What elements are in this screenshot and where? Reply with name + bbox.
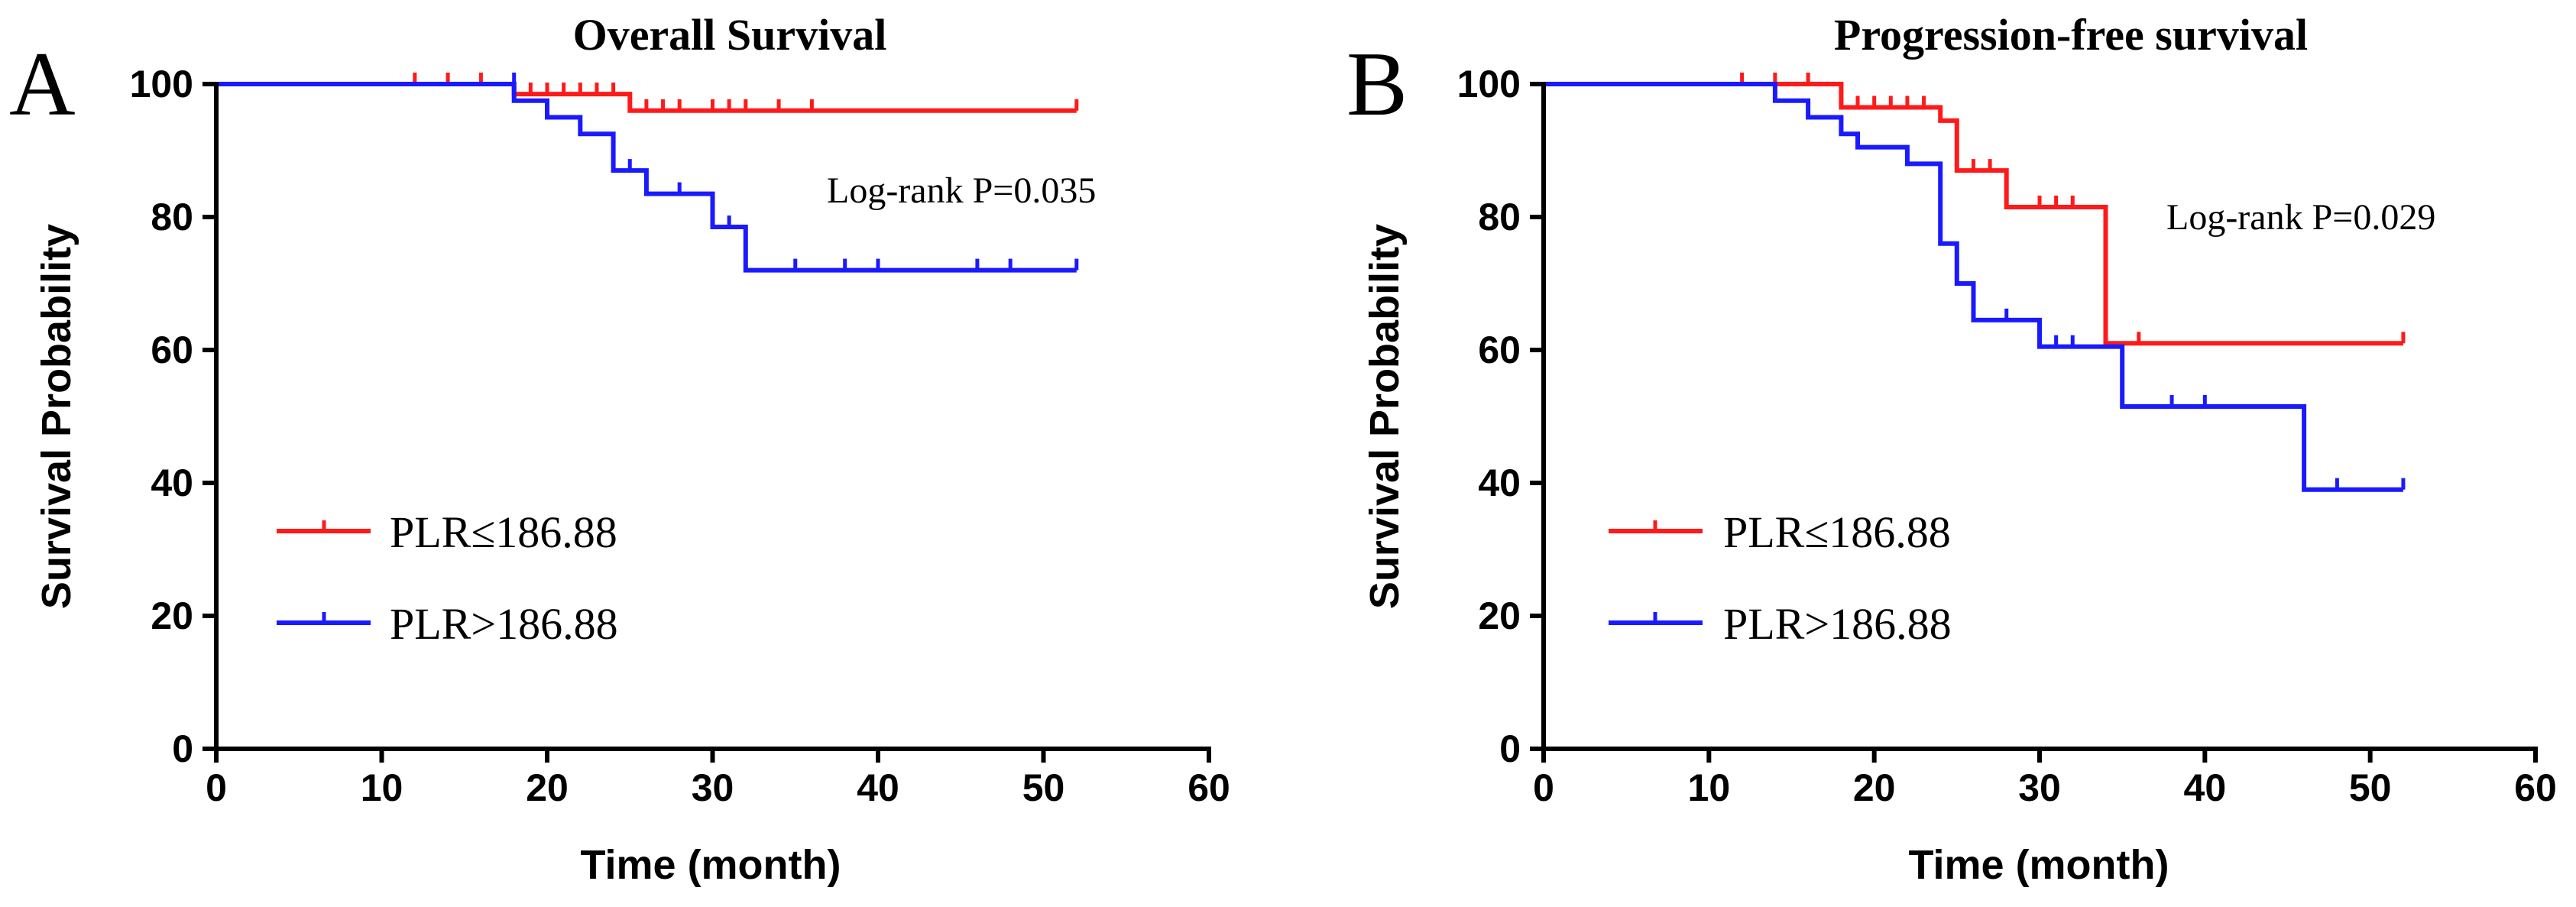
panel-a-axes: 0 10 20 30 40 50 60 0 20 40 60 80 100 (130, 63, 1230, 809)
panel-b-title: Progression-free survival (1834, 10, 2308, 60)
panel-b-logrank-annotation: Log-rank P=0.029 (2166, 197, 2435, 238)
y-tick-label: 20 (1478, 594, 1521, 637)
panel-a-logrank-annotation: Log-rank P=0.035 (827, 170, 1096, 211)
x-tick-label: 20 (1853, 766, 1896, 809)
panel-a-x-axis-title: Time (month) (581, 842, 841, 888)
x-tick-label: 0 (206, 766, 227, 809)
panel-b-plot-marks (1544, 73, 2406, 492)
y-tick-label: 60 (151, 329, 193, 371)
y-tick-label: 20 (151, 594, 193, 637)
x-tick-label: 10 (361, 766, 403, 809)
legend-label-plr-high: PLR>186.88 (1723, 599, 1952, 649)
x-tick-label: 50 (1022, 766, 1065, 809)
x-tick-label: 10 (1688, 766, 1731, 809)
legend-label-plr-low: PLR≤186.88 (390, 507, 617, 557)
panel-a-y-axis-title: Survival Probability (34, 224, 79, 609)
panel-b-legend: PLR≤186.88 PLR>186.88 (1609, 507, 1952, 649)
x-tick-label: 30 (692, 766, 734, 809)
y-tick-label: 100 (130, 63, 193, 105)
panel-a-title: Overall Survival (573, 10, 887, 60)
y-tick-label: 80 (1478, 196, 1521, 238)
y-tick-label: 80 (151, 196, 193, 238)
x-tick-label: 40 (857, 766, 899, 809)
panel-a-overall-survival: A Overall Survival 0 10 20 30 40 50 60 0 20 40 60 8… (9, 10, 1230, 888)
y-tick-label: 100 (1457, 63, 1521, 105)
x-tick-label: 60 (1188, 766, 1230, 809)
x-tick-label: 50 (2349, 766, 2392, 809)
panel-b-axes: 0 10 20 30 40 50 60 0 20 40 60 80 100 (1457, 63, 2557, 809)
x-tick-label: 0 (1533, 766, 1554, 809)
x-tick-label: 20 (526, 766, 569, 809)
y-tick-label: 0 (1499, 727, 1521, 770)
panel-a-plot-marks (216, 73, 1079, 273)
series-line-plr-low (1544, 82, 2403, 346)
x-tick-label: 40 (2184, 766, 2227, 809)
y-tick-label: 60 (1478, 329, 1521, 371)
x-tick-label: 30 (2018, 766, 2061, 809)
panel-b-progression-free-survival: B Progression-free survival 0 10 20 30 40 50 6… (1346, 10, 2557, 888)
x-tick-label: 60 (2514, 766, 2557, 809)
panel-b-x-axis-title: Time (month) (1909, 842, 2169, 888)
series-line-plr-high (1544, 82, 2403, 492)
y-tick-label: 0 (172, 727, 193, 770)
legend-label-plr-low: PLR≤186.88 (1723, 507, 1951, 557)
panel-b-y-axis-title: Survival Probability (1362, 224, 1408, 609)
y-tick-label: 40 (1478, 462, 1521, 504)
panel-b-letter: B (1346, 33, 1408, 134)
panel-a-legend: PLR≤186.88 PLR>186.88 (277, 507, 618, 649)
legend-label-plr-high: PLR>186.88 (390, 599, 618, 649)
panel-a-letter: A (9, 33, 76, 134)
y-tick-label: 40 (151, 462, 193, 504)
